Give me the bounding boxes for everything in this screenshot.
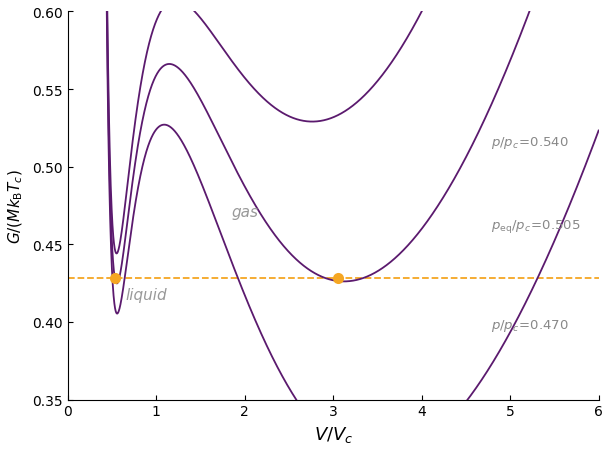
Text: $p/p_c\!=\!0.470$: $p/p_c\!=\!0.470$ — [490, 318, 569, 333]
Text: $p/p_c\!=\!0.540$: $p/p_c\!=\!0.540$ — [490, 134, 569, 151]
Y-axis label: $G/(Mk_{\mathrm{B}}T_c)$: $G/(Mk_{\mathrm{B}}T_c)$ — [7, 169, 26, 244]
Text: gas: gas — [232, 205, 259, 220]
X-axis label: $V/V_c$: $V/V_c$ — [314, 424, 353, 444]
Text: liquid: liquid — [126, 288, 167, 303]
Text: $p_{\rm eq}/p_c\!=\!0.505$: $p_{\rm eq}/p_c\!=\!0.505$ — [490, 218, 580, 235]
